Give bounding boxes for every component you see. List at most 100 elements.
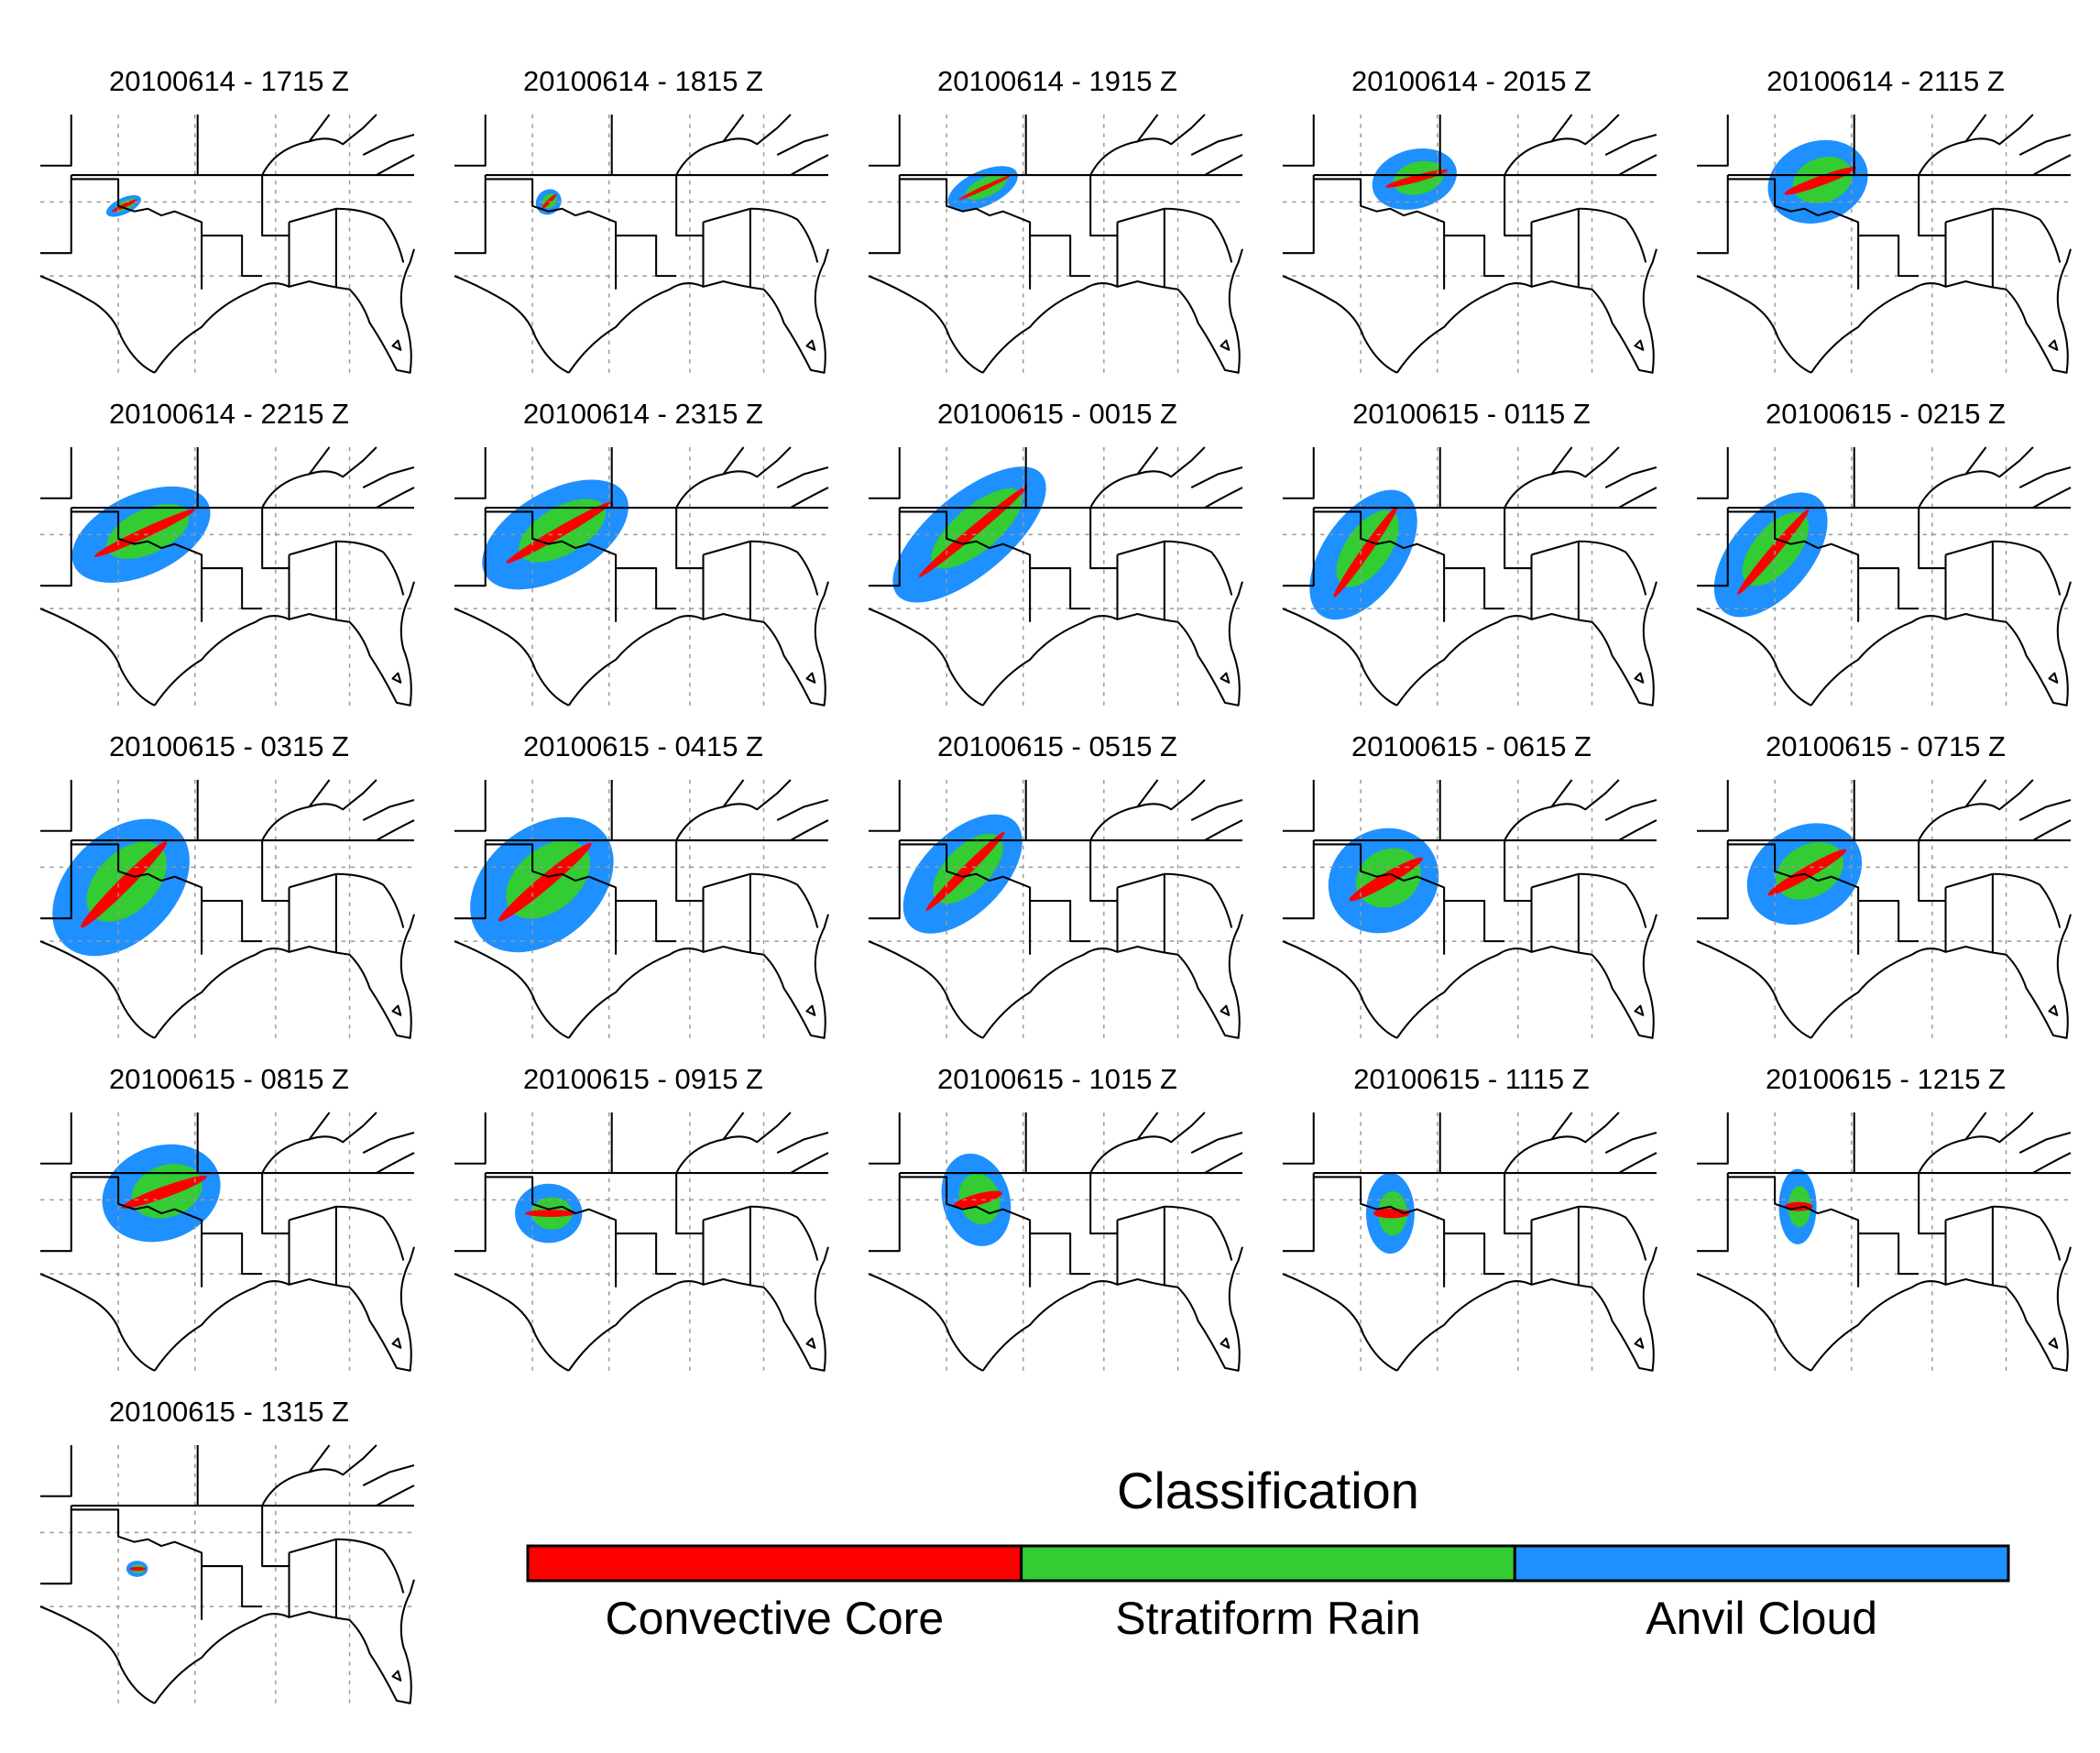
map-content — [453, 113, 830, 378]
map-panel: 20100615 - 0215 Z — [1695, 398, 2073, 711]
map-content — [38, 1111, 416, 1376]
panel-title: 20100615 - 0615 Z — [1351, 730, 1591, 762]
legend-swatch — [526, 1544, 1023, 1583]
map-background — [40, 1112, 414, 1375]
panel-title: 20100615 - 1115 Z — [1353, 1063, 1589, 1095]
map-content — [1281, 1111, 1658, 1376]
map-content — [1281, 778, 1658, 1044]
map-background — [869, 1112, 1242, 1375]
panels: 20100614 - 1715 Z 20100614 - 1815 Z 201006… — [38, 65, 2073, 1709]
panel-title: 20100615 - 1215 Z — [1766, 1063, 2006, 1095]
map-panel: 20100615 - 0715 Z — [1695, 730, 2073, 1044]
convective-area — [506, 501, 612, 564]
map-panel: 20100614 - 1715 Z — [38, 65, 416, 378]
map-panel: 20100614 - 2115 Z — [1695, 65, 2073, 378]
panel-title: 20100614 - 2215 Z — [109, 398, 349, 430]
panel-title: 20100614 - 2015 Z — [1351, 65, 1591, 97]
legend: Classification Convective Core Stratiform… — [526, 1462, 2010, 1644]
legend-swatch — [1513, 1544, 2010, 1583]
convective-area — [525, 1210, 576, 1217]
map-background — [454, 115, 828, 378]
convective-area — [958, 175, 1011, 201]
map-panel: 20100615 - 0915 Z — [453, 1063, 830, 1376]
panel-title: 20100615 - 0815 Z — [109, 1063, 349, 1095]
panel-title: 20100614 - 1815 Z — [523, 65, 763, 97]
map-background — [1283, 115, 1657, 378]
map-content — [867, 113, 1244, 378]
map-panel: 20100615 - 0815 Z — [38, 1063, 416, 1376]
convective-area — [121, 1176, 207, 1209]
map-panel: 20100614 - 1815 Z — [453, 65, 830, 378]
convective-area — [1784, 1201, 1813, 1211]
map-content — [1695, 1111, 2073, 1376]
map-content — [453, 1111, 830, 1376]
map-content — [867, 445, 1244, 711]
map-content — [38, 778, 416, 1044]
panel-title: 20100614 - 1715 Z — [109, 65, 349, 97]
map-background — [1697, 115, 2071, 378]
map-panel: 20100615 - 1215 Z — [1695, 1063, 2073, 1376]
panel-title: 20100615 - 0715 Z — [1766, 730, 2006, 762]
legend-label: Stratiform Rain — [1115, 1593, 1420, 1644]
convective-area — [1737, 509, 1810, 595]
convective-area — [925, 831, 1005, 911]
map-content — [1281, 113, 1658, 378]
map-panel: 20100615 - 0415 Z — [453, 730, 830, 1044]
convective-area — [1767, 849, 1847, 896]
panel-title: 20100614 - 1915 Z — [937, 65, 1177, 97]
map-content — [867, 778, 1244, 1044]
map-content — [453, 778, 830, 1044]
map-content — [1281, 445, 1658, 711]
convective-area — [953, 1190, 1002, 1209]
panel-title: 20100615 - 0115 Z — [1352, 398, 1591, 430]
convective-area — [129, 1566, 147, 1572]
map-background — [869, 115, 1242, 378]
convective-area — [93, 509, 195, 557]
convective-area — [81, 841, 168, 928]
map-panel: 20100615 - 1115 Z — [1281, 1063, 1658, 1376]
map-background — [454, 1112, 828, 1375]
map-background — [40, 1445, 414, 1708]
convective-area — [1784, 167, 1857, 195]
map-content — [453, 445, 830, 711]
convective-area — [1333, 506, 1398, 597]
map-panel: 20100614 - 1915 Z — [867, 65, 1244, 378]
map-content — [1695, 445, 2073, 711]
map-panel: 20100615 - 0615 Z — [1281, 730, 1658, 1044]
convective-area — [1385, 169, 1449, 188]
panel-title: 20100615 - 1315 Z — [109, 1396, 349, 1428]
map-background — [1697, 1112, 2071, 1375]
map-background — [1283, 1112, 1657, 1375]
map-panel: 20100614 - 2015 Z — [1281, 65, 1658, 378]
convective-area — [498, 842, 592, 922]
panel-title: 20100614 - 2115 Z — [1766, 65, 2005, 97]
panel-title: 20100615 - 0515 Z — [937, 730, 1177, 762]
legend-title: Classification — [1117, 1462, 1419, 1519]
panel-title: 20100615 - 0315 Z — [109, 730, 349, 762]
map-content — [38, 113, 416, 378]
panel-title: 20100615 - 0415 Z — [523, 730, 763, 762]
map-panel: 20100614 - 2215 Z — [38, 398, 416, 711]
map-content — [1695, 778, 2073, 1044]
map-content — [38, 1443, 416, 1709]
panel-title: 20100615 - 0015 Z — [937, 398, 1177, 430]
map-background — [40, 115, 414, 378]
map-panel: 20100615 - 0515 Z — [867, 730, 1244, 1044]
map-panel: 20100615 - 0315 Z — [38, 730, 416, 1044]
legend-label: Anvil Cloud — [1646, 1593, 1877, 1644]
legend-label: Convective Core — [606, 1593, 945, 1644]
map-panel: 20100614 - 2315 Z — [453, 398, 830, 711]
panel-title: 20100615 - 1015 Z — [937, 1063, 1177, 1095]
map-panel: 20100615 - 1015 Z — [867, 1063, 1244, 1376]
map-panel: 20100615 - 1315 Z — [38, 1396, 416, 1709]
panel-title: 20100615 - 0215 Z — [1766, 398, 2006, 430]
map-content — [1695, 113, 2073, 378]
map-background — [1697, 780, 2071, 1043]
panel-title: 20100615 - 0915 Z — [523, 1063, 763, 1095]
map-panel: 20100615 - 0115 Z — [1281, 398, 1658, 711]
map-content — [38, 445, 416, 711]
map-content — [867, 1111, 1244, 1376]
convective-area — [1349, 857, 1423, 902]
